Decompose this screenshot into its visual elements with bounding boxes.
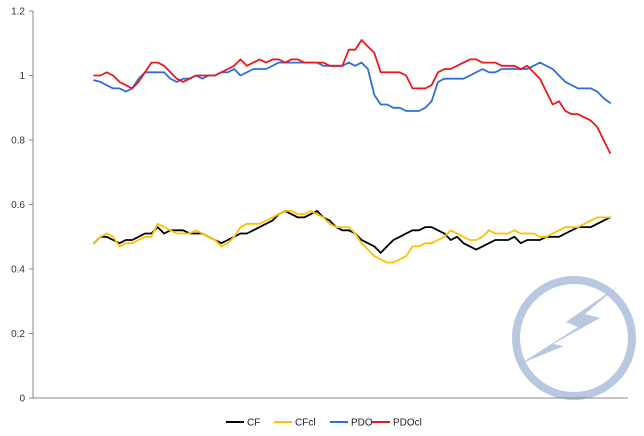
y-tick-labels: 0 0.2 0.4 0.6 0.8 1 1.2: [11, 7, 33, 405]
legend: CF CFcl PDO PDOcl: [226, 418, 422, 429]
legend-label: CF: [247, 418, 260, 429]
lightning-bolt-logo: [512, 276, 636, 400]
y-tick-label: 1.2: [11, 7, 25, 18]
logo-ring: [512, 276, 636, 400]
y-tick-label: 0.4: [11, 265, 25, 276]
y-tick-label: 0.8: [11, 136, 25, 147]
y-tick-label: 0: [19, 394, 25, 405]
y-tick-label: 1: [19, 71, 25, 82]
legend-item-cfcl: CFcl: [274, 418, 316, 429]
legend-label: CFcl: [295, 418, 316, 429]
chart-axes: [32, 11, 628, 399]
legend-label: PDOcl: [393, 418, 422, 429]
y-tick-label: 0.2: [11, 329, 25, 340]
y-tick-label: 0.6: [11, 200, 25, 211]
series-line-pdo: [93, 61, 611, 112]
series-line-cfcl: [93, 209, 611, 264]
chart-series: [93, 39, 611, 264]
lightning-bolt-icon: [520, 286, 618, 364]
legend-item-cf: CF: [226, 418, 260, 429]
series-line-cf: [93, 209, 611, 254]
legend-label: PDO: [351, 418, 373, 429]
series-line-pdocl: [93, 39, 611, 154]
legend-item-pdo: PDO: [330, 418, 373, 429]
legend-item-pdocl: PDOcl: [372, 418, 422, 429]
